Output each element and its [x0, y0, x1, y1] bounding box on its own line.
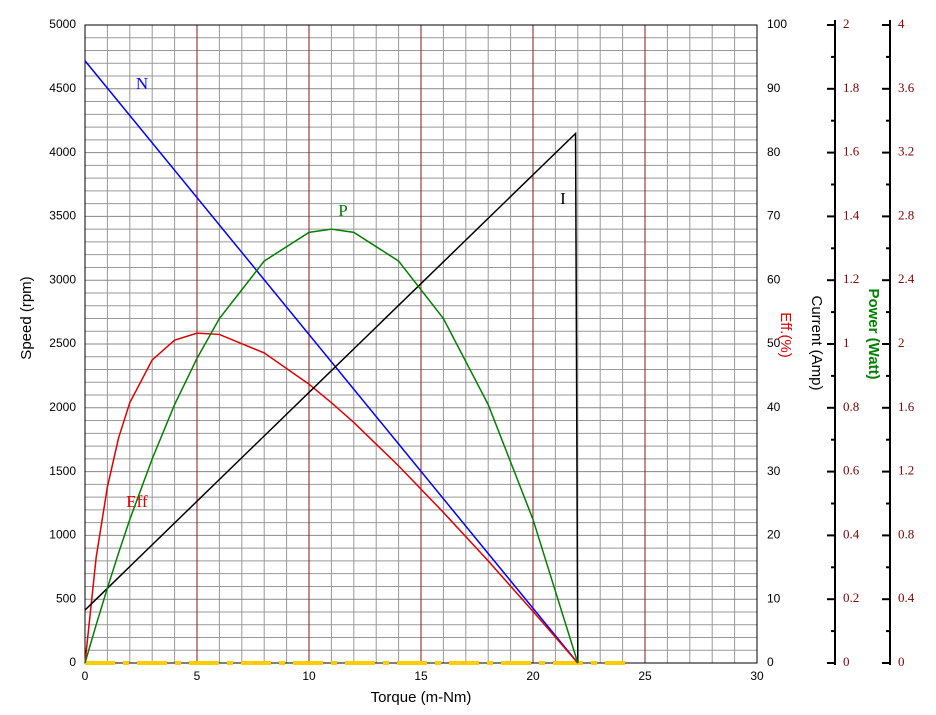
y3-tick-label: 1: [843, 335, 850, 350]
y-tick-label: 5000: [49, 17, 76, 31]
y3-tick-label: 1.2: [843, 271, 859, 286]
y4-tick-label: 0: [898, 654, 905, 669]
y2-tick-label: 100: [767, 17, 787, 31]
y3-tick-label: 1.8: [843, 80, 859, 95]
series-line: [84, 332, 579, 664]
y2-tick-label: 30: [767, 464, 781, 478]
x-tick-label: 20: [526, 669, 540, 683]
series-line: [84, 228, 579, 664]
series-line: [84, 131, 579, 664]
y-tick-label: 1000: [49, 528, 76, 542]
y2-tick-label: 50: [767, 336, 781, 350]
y2-tick-label: 90: [767, 81, 781, 95]
y4-tick-label: 1.2: [898, 463, 914, 478]
y-axis-title: Speed (rpm): [18, 276, 35, 359]
series-label: N: [136, 74, 148, 93]
y-tick-label: 3500: [49, 209, 76, 223]
y-tick-label: 500: [56, 591, 76, 605]
x-tick-label: 10: [302, 669, 316, 683]
y-tick-label: 2500: [49, 336, 76, 350]
y2-tick-label: 10: [767, 591, 781, 605]
y-tick-label: 0: [69, 655, 76, 669]
y3-tick-label: 0.6: [843, 463, 860, 478]
x-tick-label: 0: [82, 669, 89, 683]
y-tick-label: 4000: [49, 145, 76, 159]
x-tick-label: 25: [638, 669, 652, 683]
series-label: P: [338, 201, 347, 220]
y3-tick-label: 0.2: [843, 590, 859, 605]
y2-tick-label: 20: [767, 528, 781, 542]
y2-tick-label: 60: [767, 272, 781, 286]
y3-tick-label: 0.4: [843, 526, 860, 541]
y4-tick-label: 0.4: [898, 590, 915, 605]
y3-tick-label: 0.8: [843, 399, 859, 414]
y3-tick-label: 1.4: [843, 207, 860, 222]
series-label: I: [560, 189, 566, 208]
x-tick-label: 15: [414, 669, 428, 683]
y3-tick-label: 2: [843, 16, 850, 31]
y2-tick-label: 0: [767, 655, 774, 669]
y4-tick-label: 2.8: [898, 207, 914, 222]
x-axis-title: Torque (m-Nm): [371, 689, 472, 706]
y3-axis-title: Current (Amp): [808, 295, 825, 390]
y2-tick-label: 40: [767, 400, 781, 414]
y4-tick-label: 1.6: [898, 399, 915, 414]
y-tick-label: 4500: [49, 81, 76, 95]
y4-tick-label: 4: [898, 16, 905, 31]
y4-tick-label: 2.4: [898, 271, 915, 286]
y4-tick-label: 0.8: [898, 526, 914, 541]
y2-axis-title: Eff.(%): [777, 312, 794, 358]
y3-tick-label: 0: [843, 654, 850, 669]
series-line: [84, 60, 579, 664]
y2-tick-label: 70: [767, 209, 781, 223]
y4-tick-label: 3.6: [898, 80, 915, 95]
y3-tick-label: 1.6: [843, 144, 860, 159]
y4-tick-label: 2: [898, 335, 905, 350]
y4-tick-label: 3.2: [898, 144, 914, 159]
y2-tick-label: 80: [767, 145, 781, 159]
x-tick-label: 30: [750, 669, 764, 683]
y-tick-label: 2000: [49, 400, 76, 414]
y-tick-label: 1500: [49, 464, 76, 478]
x-tick-label: 5: [194, 669, 201, 683]
y4-axis-title: Power (Watt): [865, 288, 882, 379]
y-tick-label: 3000: [49, 272, 76, 286]
